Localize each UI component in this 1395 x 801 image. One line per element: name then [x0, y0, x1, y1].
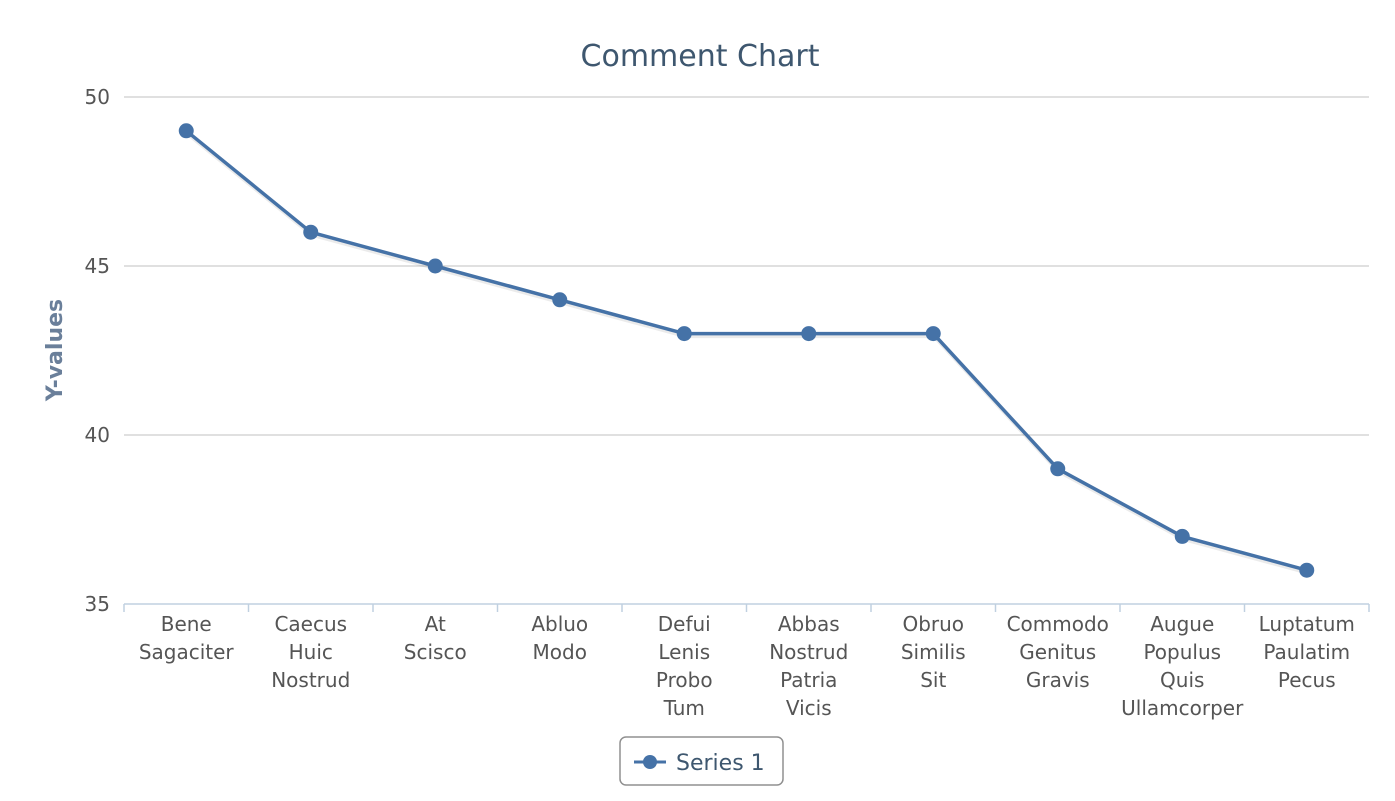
x-axis-tick-labels: Bene Sagaciter Caecus Huic Nostrud At Scisco Ab…: [139, 612, 1355, 720]
y-tick-label: 50: [85, 85, 110, 109]
y-axis-title: Y-values: [43, 299, 68, 402]
data-point[interactable]: [303, 224, 319, 240]
x-tick-label: Caecus Huic Nostrud: [271, 612, 350, 692]
x-tick-label: Luptatum Paulatim Pecus: [1259, 612, 1355, 692]
x-tick-label: Bene Sagaciter: [139, 612, 235, 664]
y-tick-label: 45: [85, 254, 110, 278]
x-tick-label: Defui Lenis Probo Tum: [656, 612, 713, 720]
series-layer: [178, 123, 1315, 578]
legend-box: [619, 736, 784, 786]
x-tick-label: Augue Populus Quis Ullamcorper: [1121, 612, 1244, 720]
data-point[interactable]: [925, 326, 941, 342]
legend-marker-icon: [643, 755, 657, 769]
x-axis: [123, 603, 1370, 612]
series-line: [185, 129, 1308, 572]
data-point[interactable]: [1174, 528, 1190, 544]
x-tick-label: Commodo Genitus Gravis: [1007, 612, 1109, 692]
x-tick-label: At Scisco: [404, 612, 467, 664]
data-point[interactable]: [427, 258, 443, 274]
y-tick-label: 40: [85, 423, 110, 447]
series-line-shadow: [185, 130, 1309, 575]
data-point[interactable]: [801, 326, 817, 342]
data-point[interactable]: [1050, 461, 1066, 477]
grid-lines: [124, 96, 1369, 436]
chart-title: Comment Chart: [581, 39, 820, 74]
x-tick-label: Abbas Nostrud Patria Vicis: [769, 612, 848, 720]
data-point[interactable]: [1299, 562, 1315, 578]
data-point[interactable]: [552, 292, 568, 308]
legend[interactable]: Series 1: [619, 736, 784, 786]
x-tick-label: Obruo Similis Sit: [901, 612, 966, 692]
y-tick-label: 35: [85, 592, 110, 616]
y-axis-tick-labels: 35 40 45 50: [85, 85, 110, 616]
legend-label: Series 1: [676, 751, 765, 776]
data-point[interactable]: [676, 326, 692, 342]
data-point[interactable]: [178, 123, 194, 139]
x-tick-label: Abluo Modo: [531, 612, 588, 664]
